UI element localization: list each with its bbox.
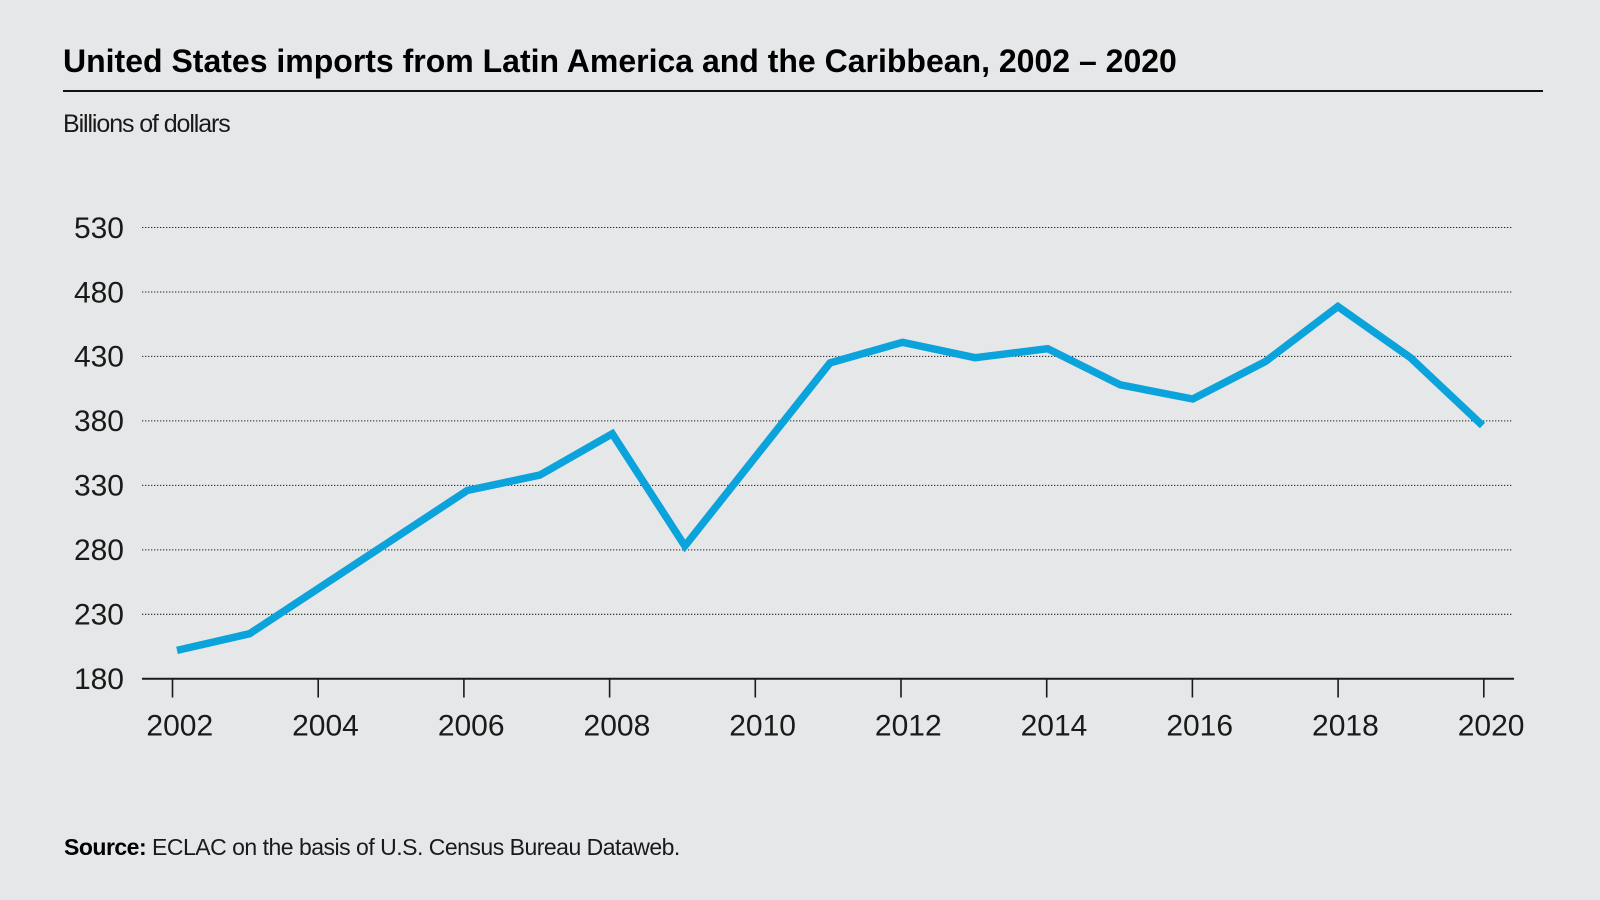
svg-text:2018: 2018: [1312, 710, 1379, 743]
svg-text:230: 230: [74, 599, 124, 632]
svg-text:2002: 2002: [146, 710, 213, 743]
svg-text:430: 430: [74, 341, 124, 374]
svg-text:2016: 2016: [1166, 710, 1233, 743]
svg-text:530: 530: [74, 212, 124, 245]
svg-text:280: 280: [74, 534, 124, 567]
svg-text:480: 480: [74, 276, 124, 309]
svg-text:2004: 2004: [292, 710, 359, 743]
svg-text:2006: 2006: [438, 710, 505, 743]
svg-text:2008: 2008: [584, 710, 651, 743]
svg-text:330: 330: [74, 470, 124, 503]
svg-text:180: 180: [74, 663, 124, 696]
svg-text:2020: 2020: [1458, 710, 1525, 743]
svg-text:2010: 2010: [729, 710, 796, 743]
svg-text:2014: 2014: [1021, 710, 1088, 743]
svg-text:2012: 2012: [875, 710, 942, 743]
svg-text:380: 380: [74, 405, 124, 438]
